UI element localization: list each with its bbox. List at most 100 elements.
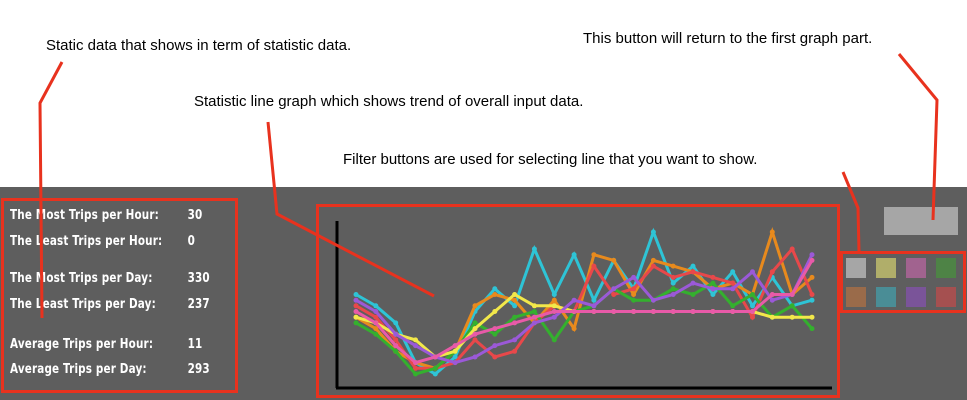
series-6-point-6: [452, 360, 458, 366]
stats-highlight-box: [1, 198, 238, 393]
series-4-point-23: [789, 303, 795, 309]
annotation-stats: Static data that shows in term of statis…: [46, 37, 352, 54]
series-3-point-21: [750, 314, 755, 320]
series-3-point-23: [789, 246, 795, 252]
filter-button-3[interactable]: [906, 258, 926, 278]
series-7-point-22: [769, 292, 775, 297]
series-1-point-24: [809, 297, 815, 303]
series-7-point-20: [730, 309, 736, 314]
series-6-point-14: [611, 286, 617, 292]
series-line-7: [355, 259, 814, 365]
series-3-point-14: [611, 292, 617, 297]
series-3-point-7: [472, 337, 478, 343]
series-3-point-22: [769, 269, 775, 275]
series-4-point-8: [492, 331, 498, 337]
series-6-point-3: [393, 331, 399, 337]
series-7-point-21: [750, 309, 755, 314]
series-3-point-2: [373, 314, 379, 320]
series-4-point-5: [432, 365, 438, 371]
series-2-point-13: [591, 252, 597, 258]
filter-button-2[interactable]: [876, 258, 896, 278]
series-3-point-13: [591, 263, 597, 269]
series-2-point-9: [512, 297, 518, 303]
annotation-return-button: This button will return to the first gra…: [583, 30, 873, 47]
series-2-point-17: [670, 263, 676, 269]
series-6-point-21: [750, 269, 755, 275]
series-2-point-2: [373, 326, 379, 332]
series-6-point-15: [631, 274, 637, 280]
series-1-point-13: [591, 297, 597, 303]
series-5-point-22: [769, 314, 775, 320]
annotation-filter-buttons: Filter buttons are used for selecting li…: [343, 151, 758, 168]
series-5-point-11: [551, 303, 557, 309]
series-4-point-7: [472, 320, 478, 326]
filter-button-6[interactable]: [876, 287, 896, 307]
series-1-point-5: [432, 371, 438, 377]
series-6-point-11: [551, 314, 557, 320]
return-button[interactable]: [884, 207, 958, 235]
series-6-point-7: [472, 354, 478, 360]
series-5-point-23: [789, 314, 795, 320]
filter-button-4[interactable]: [936, 258, 956, 278]
series-6-point-20: [730, 286, 736, 292]
series-6-point-10: [531, 320, 537, 326]
series-6-point-8: [492, 343, 498, 349]
series-1-point-8: [492, 286, 498, 292]
series-2-point-16: [650, 257, 656, 263]
series-6-point-22: [769, 297, 775, 303]
series-6-point-9: [512, 337, 518, 343]
series-1-point-9: [512, 303, 518, 309]
series-2-point-12: [571, 326, 577, 332]
series-1-point-10: [531, 246, 537, 252]
series-4-point-4: [413, 371, 418, 377]
series-7-point-3: [393, 343, 399, 349]
app-panel: The Most Trips per Hour: 30 The Least Tri…: [0, 187, 967, 400]
series-7-point-24: [809, 257, 815, 263]
series-7-point-12: [571, 309, 577, 314]
series-2-point-7: [472, 303, 478, 309]
stat-average-trips-day: Average Trips per Day: 293: [10, 362, 210, 377]
series-7-point-18: [690, 309, 696, 314]
series-7-point-11: [551, 309, 557, 314]
series-6-point-4: [413, 343, 418, 349]
series-4-point-2: [373, 331, 379, 337]
series-1-point-12: [571, 252, 577, 258]
series-1-point-2: [373, 303, 379, 309]
series-line-1: [355, 227, 813, 376]
series-4-point-1: [353, 320, 359, 326]
series-1-point-3: [393, 320, 399, 326]
series-2-point-8: [492, 292, 498, 297]
series-7-point-17: [670, 309, 676, 314]
series-line-6: [355, 254, 814, 365]
line-graph-svg: [335, 221, 832, 390]
series-3-point-15: [631, 286, 637, 292]
series-1-point-16: [650, 229, 656, 235]
series-1-point-19: [710, 292, 716, 297]
filter-button-7[interactable]: [906, 287, 926, 307]
series-6-point-24: [809, 252, 815, 258]
series-7-point-6: [452, 343, 458, 349]
series-3-point-16: [650, 263, 656, 269]
series-4-point-11: [551, 337, 557, 343]
series-2-point-11: [551, 297, 557, 303]
annotation-line-graph: Statistic line graph which shows trend o…: [194, 93, 584, 110]
filter-button-5[interactable]: [846, 287, 866, 307]
series-4-point-21: [750, 292, 755, 297]
series-7-point-14: [611, 309, 617, 314]
series-7-point-9: [512, 320, 518, 326]
series-7-point-15: [631, 309, 637, 314]
filter-highlight-box: [840, 251, 966, 313]
series-5-point-10: [531, 303, 537, 309]
filter-button-8[interactable]: [936, 287, 956, 307]
series-3-point-18: [690, 269, 696, 275]
series-7-point-13: [591, 309, 597, 314]
series-1-point-21: [750, 303, 755, 309]
filter-button-1[interactable]: [846, 258, 866, 278]
series-7-point-4: [413, 360, 418, 366]
series-2-point-22: [769, 229, 775, 235]
graph-highlight-box: [316, 204, 840, 398]
series-3-point-9: [512, 348, 518, 354]
series-7-point-8: [492, 326, 498, 332]
series-7-point-10: [531, 314, 537, 320]
series-3-point-17: [670, 274, 676, 280]
